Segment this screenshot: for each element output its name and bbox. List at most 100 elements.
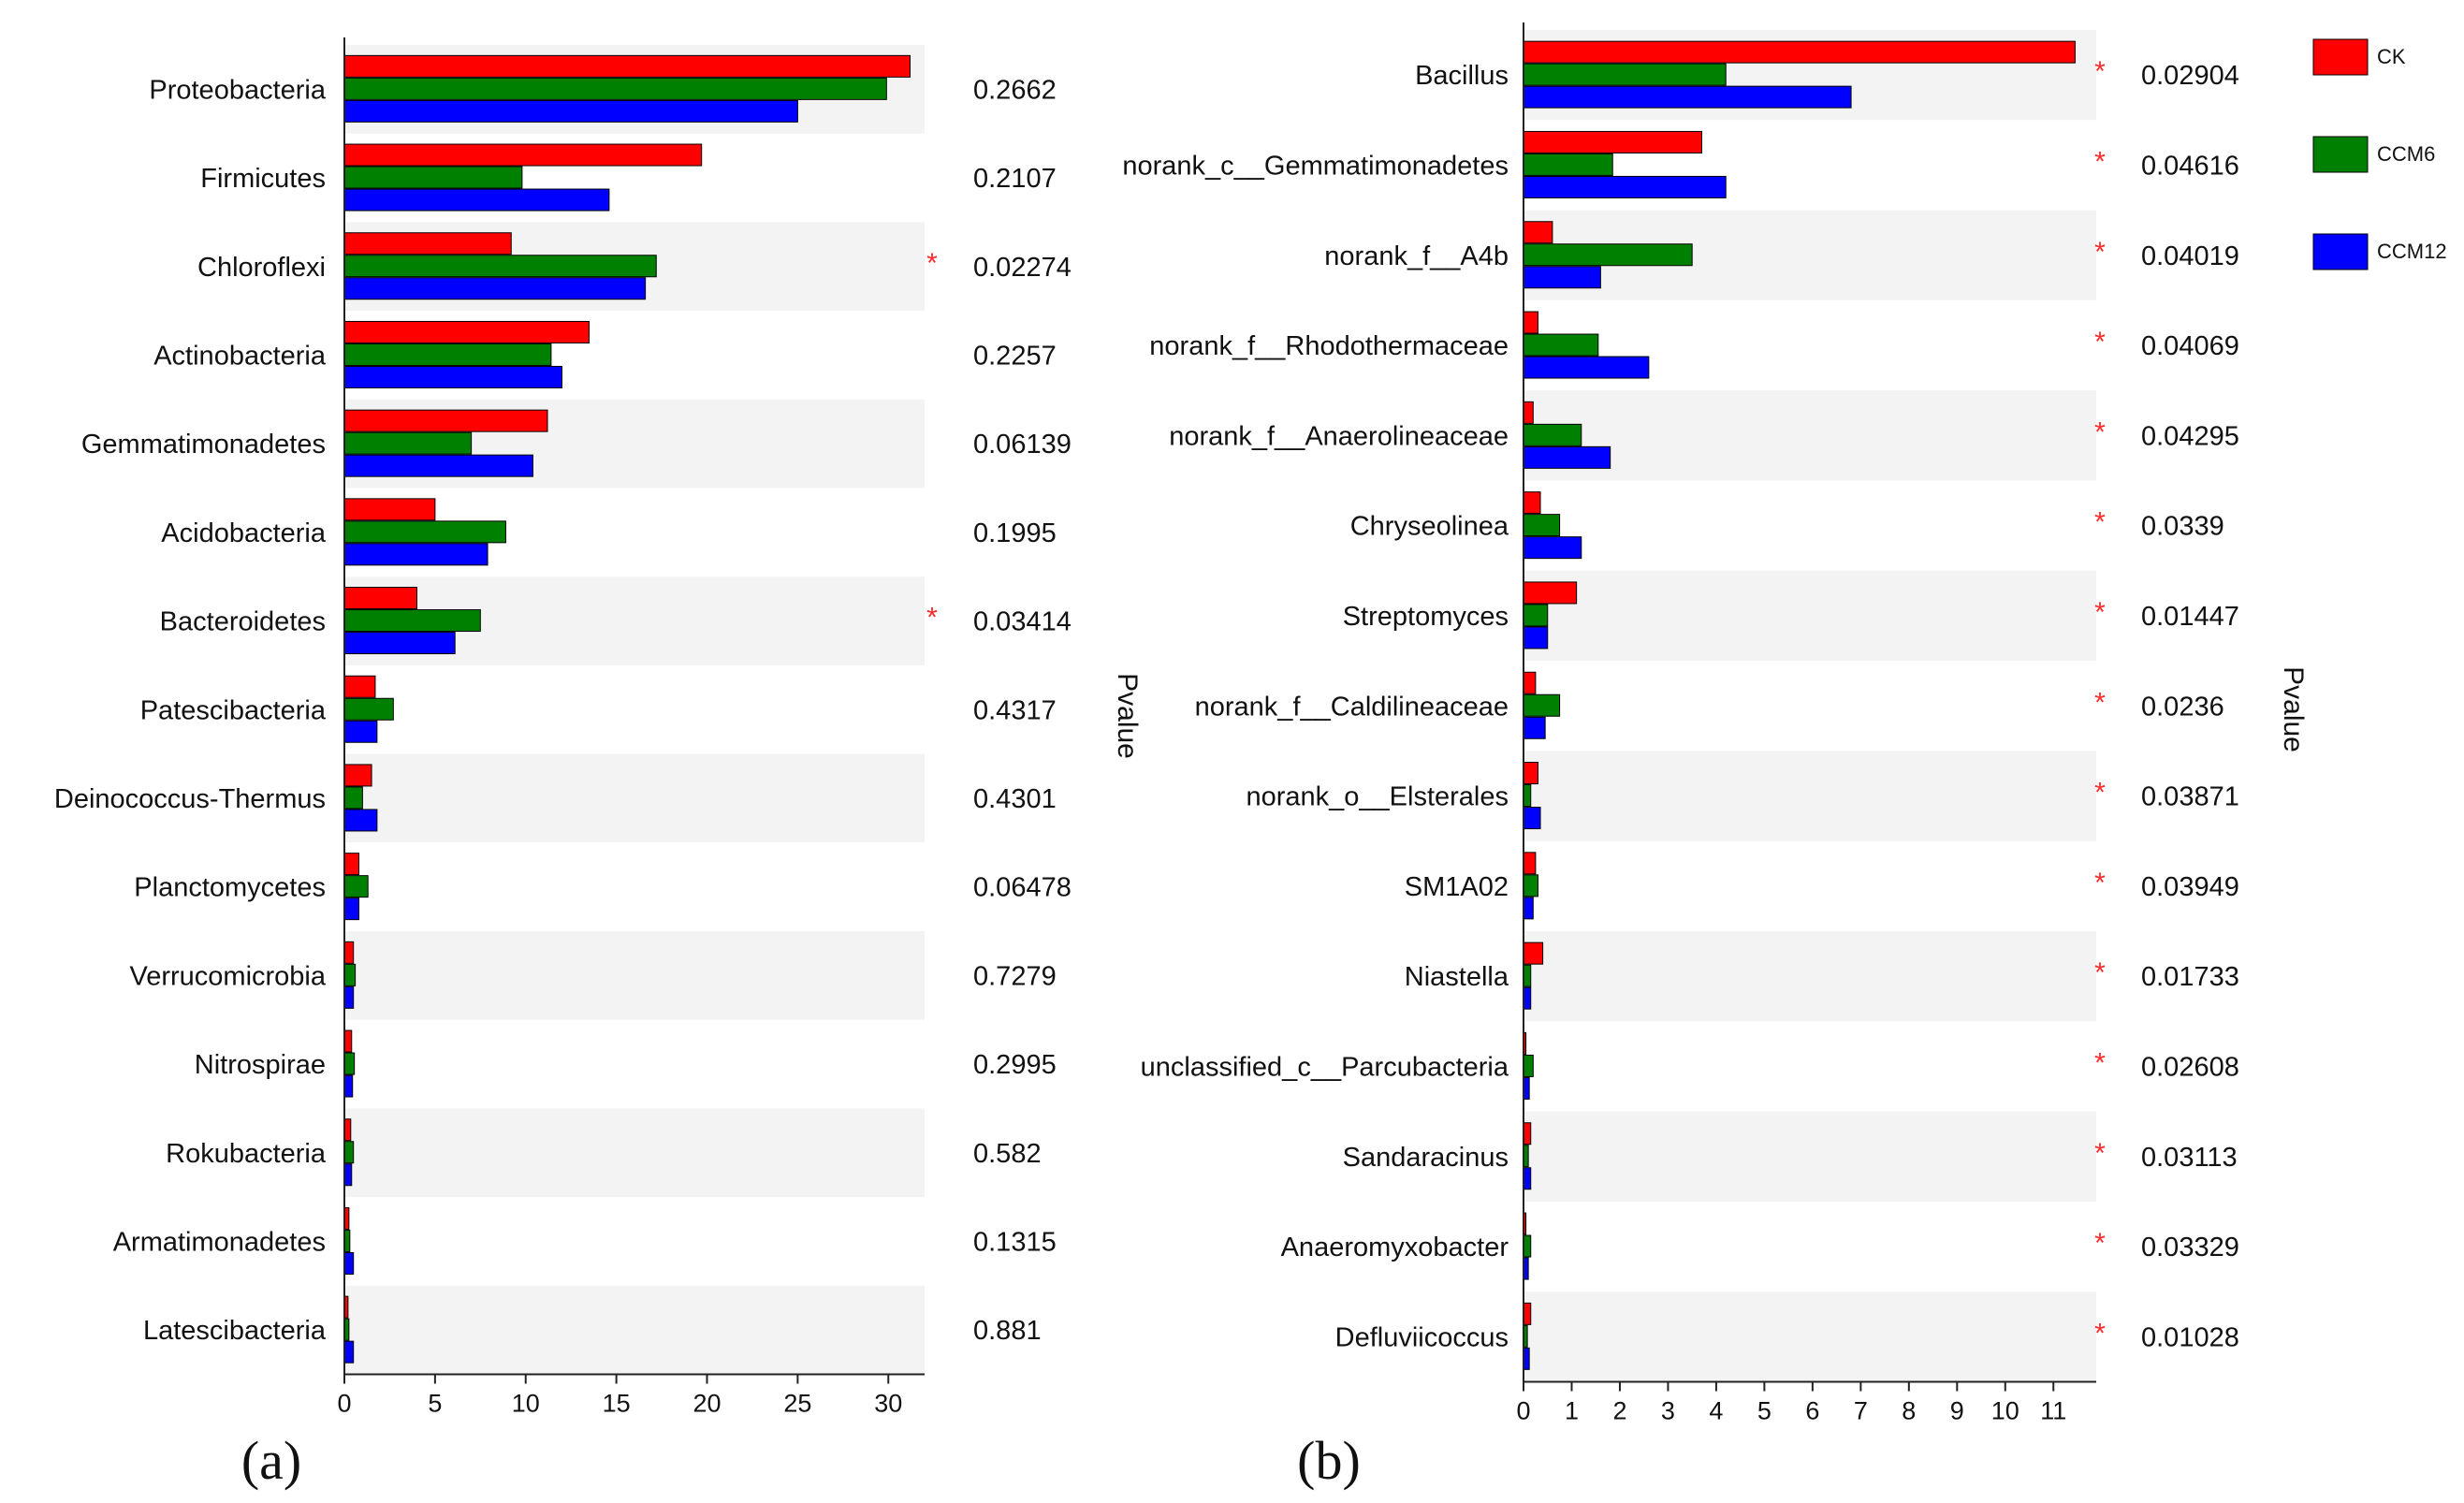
bar-ck xyxy=(1523,581,1578,605)
significance-star: * xyxy=(2094,957,2106,988)
x-tick-label: 20 xyxy=(693,1390,721,1418)
row-background xyxy=(344,753,925,843)
bar-ccm6 xyxy=(1523,243,1693,267)
x-tick-label: 6 xyxy=(1805,1397,1819,1425)
p-value: 0.01028 xyxy=(2141,1322,2239,1352)
category-label: Rokubacteria xyxy=(166,1139,327,1169)
bar-ccm12 xyxy=(343,543,488,566)
row-background xyxy=(1524,751,2096,841)
bar-ck xyxy=(1523,130,1702,153)
bar-ccm12 xyxy=(343,1340,355,1364)
bar-ccm6 xyxy=(1523,1054,1534,1077)
bar-ccm6 xyxy=(343,1141,355,1164)
x-tick-label: 1 xyxy=(1565,1397,1579,1425)
legend-label: CCM6 xyxy=(2377,142,2435,166)
p-value: 0.02904 xyxy=(2141,61,2239,91)
p-value: 0.582 xyxy=(973,1139,1042,1169)
bar-ccm6 xyxy=(1523,333,1599,357)
x-tick-label: 2 xyxy=(1612,1397,1626,1425)
significance-star: * xyxy=(2094,1047,2106,1078)
category-label: Armatimonadetes xyxy=(113,1227,326,1257)
category-label: Streptomyces xyxy=(1343,602,1509,632)
x-tick-label: 7 xyxy=(1854,1397,1868,1425)
bar-ck xyxy=(343,764,372,787)
category-label: unclassified_c__Parcubacteria xyxy=(1141,1052,1509,1082)
p-value: 0.03949 xyxy=(2141,872,2239,902)
bar-ccm6 xyxy=(343,697,394,721)
panel-b-bar-chart: Bacillus * 0.02904 norank_c__Gemmatimonadet… xyxy=(1122,22,2309,1491)
bar-ck xyxy=(1523,221,1553,244)
p-value: 0.04069 xyxy=(2141,331,2239,361)
category-label: Firmicutes xyxy=(200,164,326,194)
significance-star: * xyxy=(926,603,938,634)
bar-ck xyxy=(343,320,590,343)
bar-ccm12 xyxy=(343,1163,353,1187)
legend: CK CCM6 CCM12 xyxy=(2312,38,2447,270)
bar-ccm12 xyxy=(343,1251,355,1275)
x-tick-label: 8 xyxy=(1902,1397,1916,1425)
bar-ccm12 xyxy=(343,365,562,388)
bar-ccm12 xyxy=(343,897,359,921)
significance-star: * xyxy=(2094,327,2106,358)
p-value: 0.02274 xyxy=(973,253,1072,283)
x-tick-label: 15 xyxy=(603,1390,631,1418)
category-label: Chryseolinea xyxy=(1350,512,1509,542)
row-background xyxy=(1524,931,2096,1022)
x-tick-label: 5 xyxy=(428,1390,442,1418)
category-label: Anaeromyxobacter xyxy=(1281,1233,1509,1262)
bar-ccm6 xyxy=(343,77,887,100)
bar-ccm6 xyxy=(1523,693,1561,717)
x-tick-label: 30 xyxy=(874,1390,902,1418)
significance-star: * xyxy=(2094,56,2106,87)
bar-ccm12 xyxy=(1523,85,1852,109)
x-tick-label: 0 xyxy=(1516,1397,1530,1425)
p-value: 0.2257 xyxy=(973,341,1057,371)
bar-ccm6 xyxy=(1523,423,1582,446)
bar-ck xyxy=(1523,671,1537,694)
p-value: 0.0339 xyxy=(2141,512,2224,542)
row-background xyxy=(1524,1111,2096,1202)
p-value: 0.03414 xyxy=(973,607,1072,637)
x-tick-label: 10 xyxy=(1991,1397,2019,1425)
bar-ck xyxy=(343,941,355,964)
bar-ccm12 xyxy=(1523,356,1650,379)
p-value: 0.02608 xyxy=(2141,1052,2239,1082)
bar-ccm6 xyxy=(1523,604,1549,627)
bar-ck xyxy=(343,409,548,432)
x-tick-label: 25 xyxy=(783,1390,811,1418)
x-tick-label: 5 xyxy=(1757,1397,1771,1425)
bar-ccm6 xyxy=(343,609,481,633)
bar-ccm12 xyxy=(343,1074,354,1098)
bar-ck xyxy=(343,1118,352,1142)
row-background xyxy=(1524,570,2096,662)
pvalue-axis-label: Pvalue xyxy=(1112,673,1143,759)
x-tick-label: 11 xyxy=(2040,1397,2066,1425)
significance-star: * xyxy=(2094,597,2106,628)
bar-ccm12 xyxy=(1523,897,1534,920)
p-value: 0.01733 xyxy=(2141,962,2239,992)
bar-ccm6 xyxy=(343,1052,356,1075)
significance-star: * xyxy=(2094,778,2106,809)
bar-ccm6 xyxy=(343,786,363,810)
bar-ccm12 xyxy=(343,277,647,300)
x-tick-label: 0 xyxy=(337,1390,351,1418)
bar-ck xyxy=(1523,491,1541,515)
bar-ck xyxy=(1523,941,1544,965)
category-label: Niastella xyxy=(1405,962,1509,992)
row-background xyxy=(344,1285,925,1375)
bar-ck xyxy=(343,143,703,167)
bar-ccm12 xyxy=(343,188,610,212)
category-label: Verrucomicrobia xyxy=(129,961,326,991)
category-label: Chloroflexi xyxy=(197,253,326,283)
category-label: Bacteroidetes xyxy=(160,607,326,637)
p-value: 0.04019 xyxy=(2141,241,2239,271)
legend-label: CK xyxy=(2377,45,2406,68)
bar-ccm6 xyxy=(1523,153,1613,176)
legend-label: CCM12 xyxy=(2377,240,2447,263)
significance-star: * xyxy=(2094,1138,2106,1169)
x-tick-label: 9 xyxy=(1950,1397,1964,1425)
bar-ccm6 xyxy=(343,431,473,455)
x-tick-label: 10 xyxy=(512,1390,540,1418)
bar-ccm6 xyxy=(343,166,523,189)
